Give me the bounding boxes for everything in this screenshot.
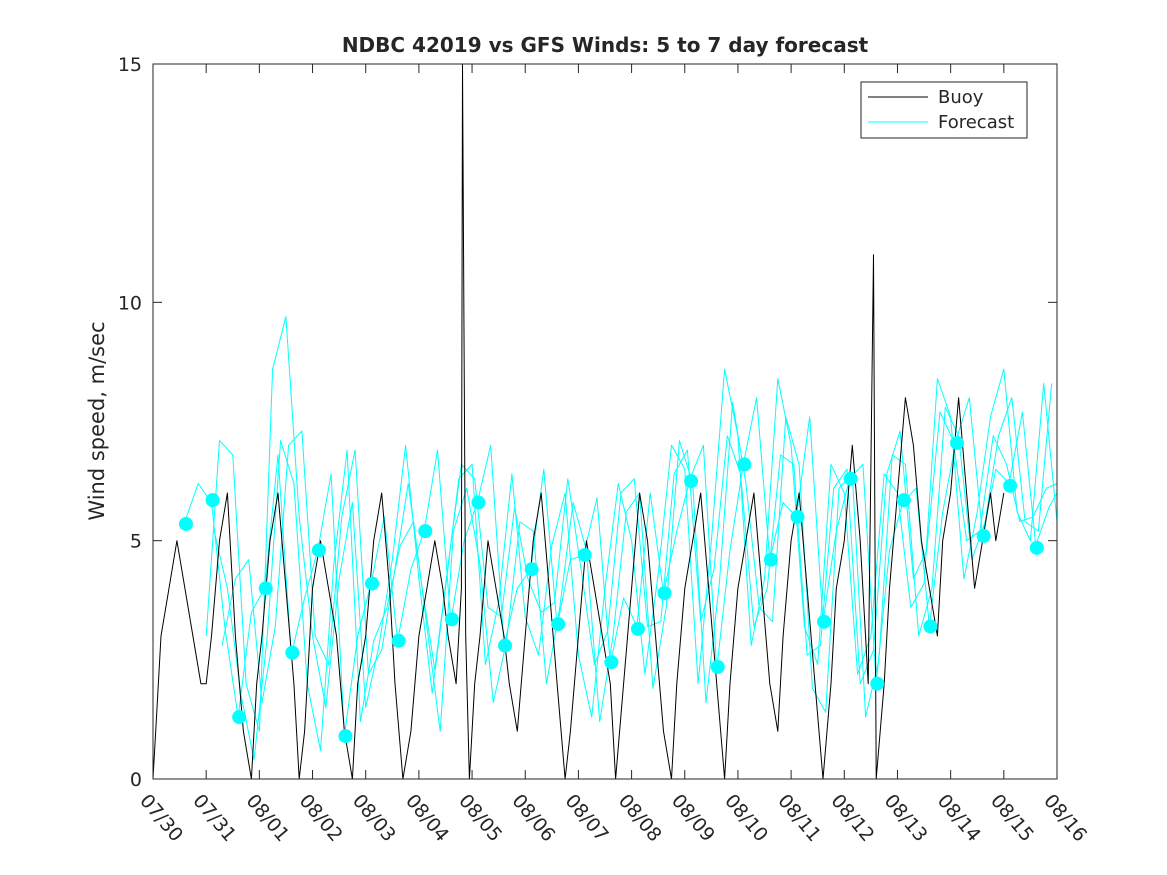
- legend-forecast-label: Forecast: [938, 112, 1014, 133]
- forecast-point: [763, 552, 778, 567]
- forecast-point: [790, 509, 805, 524]
- forecast-point: [232, 710, 247, 725]
- forecast-point: [817, 614, 832, 629]
- forecast-point: [551, 617, 566, 632]
- y-tick-label: 5: [130, 531, 142, 553]
- forecast-point: [391, 633, 406, 648]
- y-axis-label: Wind speed, m/sec: [85, 321, 109, 520]
- forecast-point: [311, 543, 326, 558]
- forecast-points: [178, 435, 1044, 744]
- y-tick-label: 15: [118, 54, 142, 76]
- forecast-point: [684, 474, 699, 489]
- series-layer: [152, 63, 1058, 780]
- forecast-point: [178, 516, 193, 531]
- forecast-point: [604, 655, 619, 670]
- series-line-forecast-run-1: [184, 397, 1058, 737]
- forecast-point: [737, 457, 752, 472]
- legend-buoy-label: Buoy: [938, 87, 984, 108]
- forecast-point: [710, 659, 725, 674]
- chart-title: NDBC 42019 vs GFS Winds: 5 to 7 day fore…: [342, 33, 869, 57]
- forecast-point: [258, 581, 273, 596]
- legend: Buoy Forecast: [860, 81, 1028, 139]
- forecast-point: [657, 586, 672, 601]
- series-line-buoy: [152, 63, 1005, 780]
- forecast-point: [896, 493, 911, 508]
- series-line-forecast-run-3: [213, 383, 1053, 761]
- series-line-forecast-run-4: [221, 411, 1058, 704]
- forecast-point: [285, 645, 300, 660]
- plot-area: [153, 64, 1057, 779]
- forecast-point: [950, 435, 965, 450]
- forecast-point: [976, 528, 991, 543]
- forecast-point: [418, 524, 433, 539]
- forecast-point: [205, 493, 220, 508]
- forecast-point: [630, 621, 645, 636]
- forecast-point: [498, 638, 513, 653]
- forecast-point: [1029, 540, 1044, 555]
- y-tick-label: 0: [130, 769, 142, 791]
- forecast-point: [365, 576, 380, 591]
- forecast-point: [923, 619, 938, 634]
- forecast-point: [444, 612, 459, 627]
- forecast-point: [524, 562, 539, 577]
- series-line-forecast-run-2: [205, 316, 1058, 732]
- forecast-point: [843, 471, 858, 486]
- axes-box: [152, 63, 1058, 780]
- y-tick-label: 10: [118, 292, 142, 314]
- forecast-point: [338, 729, 353, 744]
- forecast-point: [1003, 478, 1018, 493]
- forecast-point: [577, 547, 592, 562]
- forecast-point: [870, 676, 885, 691]
- legend-box: [860, 81, 1028, 139]
- forecast-point: [471, 495, 486, 510]
